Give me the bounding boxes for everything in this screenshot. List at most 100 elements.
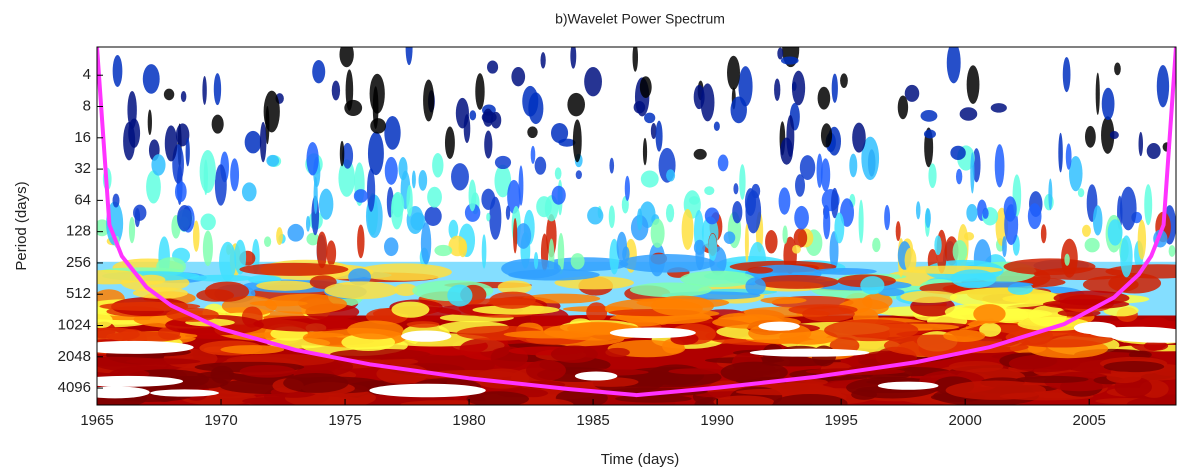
- texture-blob: [418, 170, 428, 191]
- texture-blob: [283, 372, 349, 393]
- texture-blob: [355, 263, 452, 281]
- texture-blob: [97, 375, 184, 387]
- texture-blob: [1065, 143, 1072, 170]
- y-tick-label: 2048: [58, 348, 91, 365]
- texture-blob: [384, 115, 401, 150]
- texture-blob: [861, 136, 880, 181]
- texture-blob: [533, 252, 539, 270]
- texture-blob: [146, 170, 161, 204]
- texture-blob: [423, 79, 435, 122]
- texture-blob: [128, 216, 136, 244]
- texture-blob: [713, 395, 775, 405]
- texture-blob: [394, 283, 418, 297]
- texture-blob: [754, 274, 839, 289]
- texture-blob: [105, 331, 182, 343]
- spectrum-texture: [97, 47, 1176, 405]
- texture-blob: [1106, 371, 1142, 384]
- texture-blob: [1048, 178, 1053, 211]
- texture-blob: [313, 176, 318, 215]
- texture-blob: [367, 131, 384, 176]
- texture-blob: [199, 150, 216, 194]
- texture-blob: [1081, 224, 1091, 237]
- texture-blob: [406, 184, 413, 217]
- texture-blob: [174, 181, 187, 203]
- texture-blob: [347, 320, 404, 340]
- texture-blob: [339, 140, 345, 167]
- texture-blob: [1138, 131, 1144, 157]
- coi-line: [97, 47, 1176, 398]
- texture-blob: [945, 380, 1046, 400]
- texture-blob: [990, 103, 1007, 113]
- texture-blob: [540, 52, 546, 69]
- texture-blob: [550, 345, 598, 363]
- texture-blob: [773, 393, 848, 405]
- y-tick-label: 16: [74, 129, 91, 146]
- texture-blob: [214, 164, 227, 206]
- texture-blob: [650, 122, 657, 139]
- texture-blob: [383, 237, 399, 257]
- texture-blob: [830, 187, 839, 219]
- texture-blob: [1069, 155, 1083, 192]
- texture-blob: [366, 168, 376, 212]
- texture-blob: [774, 78, 781, 101]
- texture-blob: [749, 348, 870, 357]
- texture-blob: [693, 84, 705, 110]
- texture-blob: [567, 92, 585, 117]
- texture-blob: [97, 386, 150, 399]
- texture-blob: [840, 73, 848, 88]
- texture-blob: [204, 281, 250, 302]
- texture-blob: [123, 121, 136, 161]
- texture-blob: [163, 88, 175, 101]
- texture-blob: [950, 145, 966, 161]
- texture-blob: [97, 340, 194, 354]
- texture-blob: [451, 163, 469, 191]
- y-tick-label: 256: [66, 254, 91, 271]
- texture-blob: [572, 119, 582, 163]
- texture-blob: [220, 345, 285, 355]
- texture-blob: [464, 203, 481, 222]
- texture-blob: [1143, 341, 1169, 351]
- texture-blob: [704, 186, 715, 196]
- texture-blob: [434, 244, 453, 257]
- texture-blob: [486, 212, 491, 222]
- texture-blob: [586, 302, 608, 323]
- texture-blob: [693, 148, 707, 160]
- texture-blob: [200, 213, 216, 231]
- texture-blob: [955, 168, 963, 185]
- texture-blob: [256, 280, 315, 291]
- texture-blob: [966, 65, 980, 104]
- texture-blob: [468, 179, 477, 212]
- texture-blob: [915, 201, 921, 220]
- texture-blob: [708, 233, 718, 262]
- series-layer: [97, 47, 1176, 398]
- texture-blob: [852, 122, 866, 153]
- texture-blob: [934, 235, 942, 256]
- texture-blob: [324, 281, 399, 300]
- texture-blob: [525, 359, 566, 381]
- y-tick-label: 4096: [58, 379, 91, 396]
- texture-blob: [112, 54, 123, 87]
- texture-blob: [505, 205, 511, 220]
- texture-blob: [230, 158, 240, 192]
- texture-blob: [949, 287, 1060, 308]
- texture-blob: [432, 153, 444, 178]
- texture-blob: [263, 90, 280, 133]
- texture-blob: [979, 322, 1002, 337]
- texture-blob: [420, 222, 432, 265]
- texture-blob: [481, 234, 487, 269]
- texture-blob: [127, 90, 137, 130]
- texture-blob: [817, 86, 831, 110]
- texture-blob: [793, 228, 808, 248]
- texture-blob: [904, 247, 917, 273]
- y-axis-label: Period (days): [13, 181, 30, 270]
- texture-blob: [557, 232, 565, 275]
- texture-blob: [782, 225, 788, 244]
- texture-blob: [357, 224, 365, 259]
- texture-blob: [1084, 125, 1096, 148]
- texture-blob: [624, 175, 630, 202]
- texture-blob: [1008, 354, 1081, 373]
- texture-blob: [1040, 224, 1047, 244]
- texture-blob: [1128, 350, 1152, 359]
- texture-blob: [1119, 186, 1137, 231]
